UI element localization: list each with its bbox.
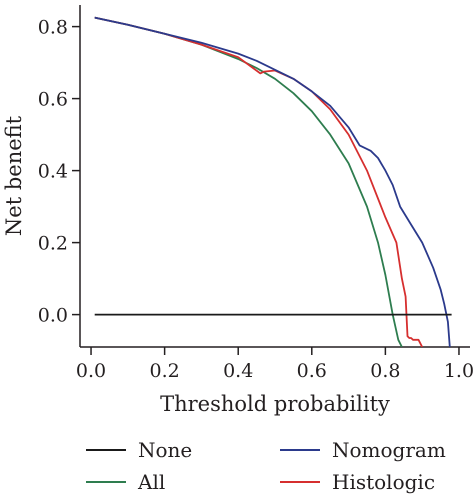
legend-item-histologic: Histologic [280, 467, 435, 497]
series-lines [94, 16, 452, 347]
legend-swatch-histologic [280, 481, 320, 483]
y-tick-label: 0.6 [38, 89, 68, 111]
series-line-all [94, 16, 403, 347]
legend-item-nomogram: Nomogram [280, 435, 446, 465]
y-tick-label: 0.8 [38, 17, 68, 39]
plot-frame [79, 5, 470, 348]
legend-label-nomogram: Nomogram [332, 438, 446, 462]
y-tick-label: 0.4 [38, 161, 68, 183]
y-tick-label: 0.2 [38, 233, 68, 255]
legend-label-none: None [138, 438, 193, 462]
x-tick-label: 0.2 [150, 360, 180, 382]
x-tick-label: 0.0 [76, 360, 106, 382]
x-tick-label: 0.4 [223, 360, 253, 382]
x-tick-label: 0.8 [370, 360, 400, 382]
x-tick-label: 0.6 [297, 360, 327, 382]
ticks: 0.0 0.2 0.4 0.6 0.8 1.0 0.0 0.2 0.4 0.6 0.8 [38, 17, 474, 382]
legend-swatch-all [86, 481, 126, 483]
y-tick-label: 0.0 [38, 305, 68, 327]
chart: 0.0 0.2 0.4 0.6 0.8 1.0 0.0 0.2 0.4 0.6 0.8 Thresh… [2, 5, 474, 416]
legend-item-all: All [86, 467, 165, 497]
legend-swatch-nomogram [280, 449, 320, 451]
y-axis-label: Net benefit [2, 115, 26, 236]
legend-label-histologic: Histologic [332, 470, 436, 494]
series-line-nomogram [94, 16, 451, 347]
x-tick-label: 1.0 [444, 360, 474, 382]
legend-label-all: All [138, 470, 166, 494]
x-axis-label: Threshold probability [160, 392, 390, 416]
legend-swatch-none [86, 449, 126, 451]
series-line-histologic [94, 16, 424, 347]
legend: None Nomogram All Histologic [0, 430, 474, 499]
legend-item-none: None [86, 435, 192, 465]
